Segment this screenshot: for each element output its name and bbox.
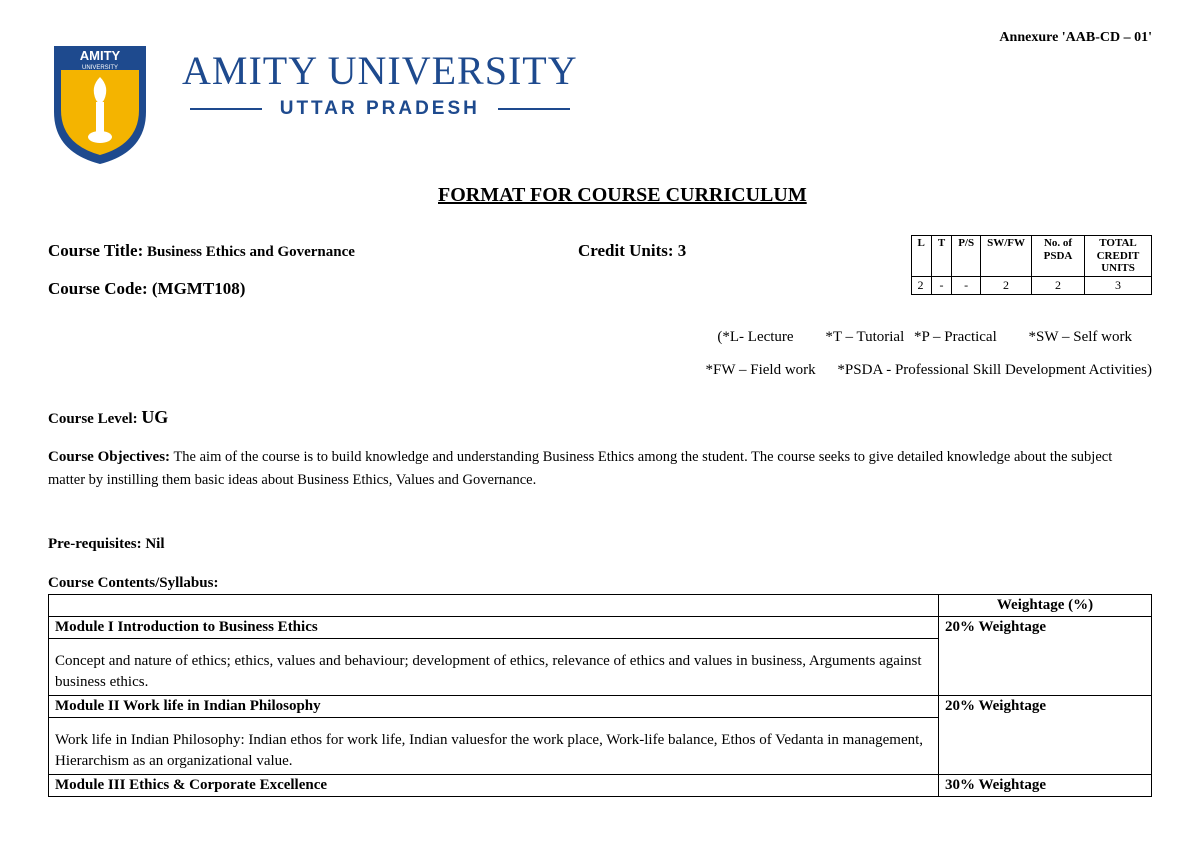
syllabus-table: Weightage (%) Module I Introduction to B… bbox=[48, 594, 1152, 797]
course-title-label: Course Title: bbox=[48, 241, 143, 260]
module-title: Module III Ethics & Corporate Excellence bbox=[49, 774, 939, 796]
ct-h-swfw: SW/FW bbox=[981, 236, 1032, 277]
ct-h-ps: P/S bbox=[952, 236, 981, 277]
syllabus-label: Course Contents/Syllabus: bbox=[48, 575, 1152, 592]
header: AMITY UNIVERSITY AMITY UNIVERSITY UTTAR … bbox=[48, 42, 1152, 166]
legend-fw: *FW – Field work bbox=[706, 362, 816, 378]
line-right bbox=[498, 108, 570, 110]
objectives-text: The aim of the course is to build knowle… bbox=[48, 449, 1112, 488]
line-left bbox=[190, 108, 262, 110]
course-meta-row: Course Title: Business Ethics and Govern… bbox=[48, 241, 1152, 261]
table-row: Module II Work life in Indian Philosophy… bbox=[49, 695, 1152, 717]
prerequisites: Pre-requisites: Nil bbox=[48, 536, 1152, 553]
format-title: FORMAT FOR COURSE CURRICULUM bbox=[438, 184, 1152, 207]
ct-v-t: - bbox=[931, 276, 951, 294]
module-desc: Concept and nature of ethics; ethics, va… bbox=[49, 638, 939, 695]
course-objectives: Course Objectives: The aim of the course… bbox=[48, 446, 1152, 492]
credit-table: L T P/S SW/FW No. of PSDA TOTAL CREDIT U… bbox=[911, 235, 1153, 295]
ct-h-psda: No. of PSDA bbox=[1032, 236, 1085, 277]
legend-p: *P – Practical bbox=[914, 329, 997, 345]
course-level-row: Course Level: UG bbox=[48, 407, 1152, 428]
table-row: Module I Introduction to Business Ethics… bbox=[49, 616, 1152, 638]
ct-h-l: L bbox=[911, 236, 931, 277]
state-line: UTTAR PRADESH bbox=[182, 98, 578, 120]
legend-block: (*L- Lecture *T – Tutorial *P – Practica… bbox=[48, 321, 1152, 387]
ct-v-psda: 2 bbox=[1032, 276, 1085, 294]
state-name: UTTAR PRADESH bbox=[280, 98, 480, 120]
ct-v-total: 3 bbox=[1085, 276, 1152, 294]
ct-v-swfw: 2 bbox=[981, 276, 1032, 294]
module-desc: Work life in Indian Philosophy: Indian e… bbox=[49, 717, 939, 774]
course-level-value: UG bbox=[141, 407, 168, 427]
ct-h-t: T bbox=[931, 236, 951, 277]
course-title-value: Business Ethics and Governance bbox=[147, 244, 355, 260]
table-row: Weightage (%) bbox=[49, 594, 1152, 616]
legend-psda: *PSDA - Professional Skill Development A… bbox=[837, 362, 1152, 378]
legend-sw: *SW – Self work bbox=[1029, 329, 1132, 345]
legend-t: *T – Tutorial bbox=[825, 329, 904, 345]
table-row: 2 - - 2 2 3 bbox=[911, 276, 1152, 294]
ct-h-total: TOTAL CREDIT UNITS bbox=[1085, 236, 1152, 277]
module-weight: 30% Weightage bbox=[939, 774, 1152, 796]
table-row: Module III Ethics & Corporate Excellence… bbox=[49, 774, 1152, 796]
credit-units: Credit Units: 3 bbox=[578, 241, 686, 261]
module-weight: 20% Weightage bbox=[939, 695, 1152, 774]
module-title: Module I Introduction to Business Ethics bbox=[49, 616, 939, 638]
logo-sub-text: UNIVERSITY bbox=[82, 65, 118, 71]
table-row: L T P/S SW/FW No. of PSDA TOTAL CREDIT U… bbox=[911, 236, 1152, 277]
module-title: Module II Work life in Indian Philosophy bbox=[49, 695, 939, 717]
module-weight: 20% Weightage bbox=[939, 616, 1152, 695]
university-logo: AMITY UNIVERSITY bbox=[48, 42, 152, 166]
objectives-label: Course Objectives: bbox=[48, 449, 170, 465]
empty-header bbox=[49, 594, 939, 616]
legend-l: (*L- Lecture bbox=[717, 329, 793, 345]
ct-v-ps: - bbox=[952, 276, 981, 294]
shield-icon: AMITY UNIVERSITY bbox=[48, 42, 152, 166]
university-name: AMITY UNIVERSITY bbox=[182, 50, 578, 92]
ct-v-l: 2 bbox=[911, 276, 931, 294]
course-level-label: Course Level: bbox=[48, 411, 138, 427]
weightage-header: Weightage (%) bbox=[939, 594, 1152, 616]
logo-top-text: AMITY bbox=[80, 48, 121, 63]
title-block: AMITY UNIVERSITY UTTAR PRADESH bbox=[182, 42, 578, 120]
